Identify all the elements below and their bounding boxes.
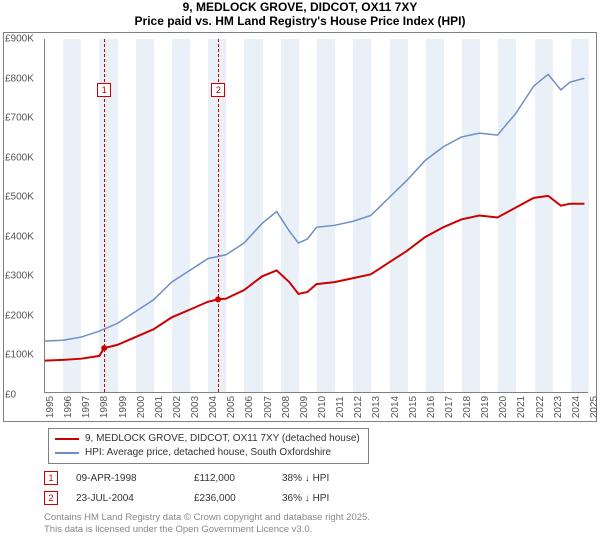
series-hpi xyxy=(45,74,584,341)
sale-row: 1 09-APR-1998 £112,000 38% ↓ HPI xyxy=(44,468,600,488)
x-tick-label: 1996 xyxy=(63,396,74,418)
y-tick-label: £600K xyxy=(5,152,43,163)
x-tick-label: 2004 xyxy=(208,396,219,418)
x-tick-label: 2006 xyxy=(244,396,255,418)
sale-price: £236,000 xyxy=(194,493,264,504)
sale-diff: 36% ↓ HPI xyxy=(282,493,372,504)
x-tick-label: 1997 xyxy=(81,396,92,418)
x-tick-label: 2025 xyxy=(589,396,600,418)
x-tick-label: 2021 xyxy=(516,396,527,418)
x-tick-label: 2008 xyxy=(281,396,292,418)
sale-price: £112,000 xyxy=(194,473,264,484)
page-title: 9, MEDLOCK GROVE, DIDCOT, OX11 7XY xyxy=(0,0,600,14)
x-tick-label: 2024 xyxy=(571,396,582,418)
legend-swatch xyxy=(55,452,79,454)
x-tick-label: 2015 xyxy=(408,396,419,418)
line-chart-svg xyxy=(45,39,588,392)
y-tick-label: £400K xyxy=(5,231,43,242)
series-price_paid xyxy=(45,196,584,361)
y-tick-label: £300K xyxy=(5,271,43,282)
x-tick-label: 2023 xyxy=(553,396,564,418)
legend-label: HPI: Average price, detached house, Sout… xyxy=(85,446,331,460)
footer-line-1: Contains HM Land Registry data © Crown c… xyxy=(44,512,600,524)
x-tick-label: 2003 xyxy=(190,396,201,418)
footer-attribution: Contains HM Land Registry data © Crown c… xyxy=(44,512,600,536)
x-tick-label: 2011 xyxy=(335,396,346,418)
legend-item: HPI: Average price, detached house, Sout… xyxy=(55,446,360,460)
sale-row-marker: 2 xyxy=(44,491,58,505)
sales-table: 1 09-APR-1998 £112,000 38% ↓ HPI 2 23-JUL-200… xyxy=(44,468,600,508)
page-subtitle: Price paid vs. HM Land Registry's House … xyxy=(0,14,600,28)
y-tick-label: £200K xyxy=(5,310,43,321)
sale-marker-dot xyxy=(215,296,221,302)
x-tick-label: 2010 xyxy=(317,396,328,418)
sale-date: 23-JUL-2004 xyxy=(76,493,176,504)
x-tick-label: 2017 xyxy=(444,396,455,418)
plot-area: £0£100K£200K£300K£400K£500K£600K£700K£80… xyxy=(44,39,588,393)
y-tick-label: £800K xyxy=(5,73,43,84)
sale-row-marker: 1 xyxy=(44,471,58,485)
x-tick-label: 2022 xyxy=(535,396,546,418)
x-tick-label: 2016 xyxy=(426,396,437,418)
sale-diff: 38% ↓ HPI xyxy=(282,473,372,484)
chart-container: £0 £100K £200K £300K £400K £500K £600K £700K £80… xyxy=(3,32,597,422)
legend-swatch xyxy=(55,438,79,440)
x-tick-label: 1999 xyxy=(118,396,129,418)
x-tick-label: 2009 xyxy=(299,396,310,418)
x-tick-label: 2007 xyxy=(263,396,274,418)
x-tick-label: 1995 xyxy=(45,396,56,418)
y-tick-label: £0 xyxy=(5,390,43,401)
x-tick-label: 2019 xyxy=(480,396,491,418)
x-tick-label: 2014 xyxy=(390,396,401,418)
legend: 9, MEDLOCK GROVE, DIDCOT, OX11 7XY (deta… xyxy=(48,428,369,464)
y-tick-label: £900K xyxy=(5,34,43,45)
legend-label: 9, MEDLOCK GROVE, DIDCOT, OX11 7XY (deta… xyxy=(85,432,360,446)
x-tick-label: 2018 xyxy=(462,396,473,418)
y-tick-label: £500K xyxy=(5,192,43,203)
x-tick-label: 2001 xyxy=(154,396,165,418)
sale-row: 2 23-JUL-2004 £236,000 36% ↓ HPI xyxy=(44,488,600,508)
sale-date: 09-APR-1998 xyxy=(76,473,176,484)
x-tick-label: 2002 xyxy=(172,396,183,418)
footer-line-2: This data is licensed under the Open Gov… xyxy=(44,524,600,536)
y-tick-label: £700K xyxy=(5,113,43,124)
x-tick-label: 2013 xyxy=(371,396,382,418)
legend-item: 9, MEDLOCK GROVE, DIDCOT, OX11 7XY (deta… xyxy=(55,432,360,446)
y-tick-label: £100K xyxy=(5,350,43,361)
x-tick-label: 2012 xyxy=(353,396,364,418)
sale-marker-dot xyxy=(101,345,107,351)
x-tick-label: 2000 xyxy=(136,396,147,418)
x-tick-label: 1998 xyxy=(99,396,110,418)
x-tick-label: 2005 xyxy=(226,396,237,418)
x-tick-label: 2020 xyxy=(498,396,509,418)
